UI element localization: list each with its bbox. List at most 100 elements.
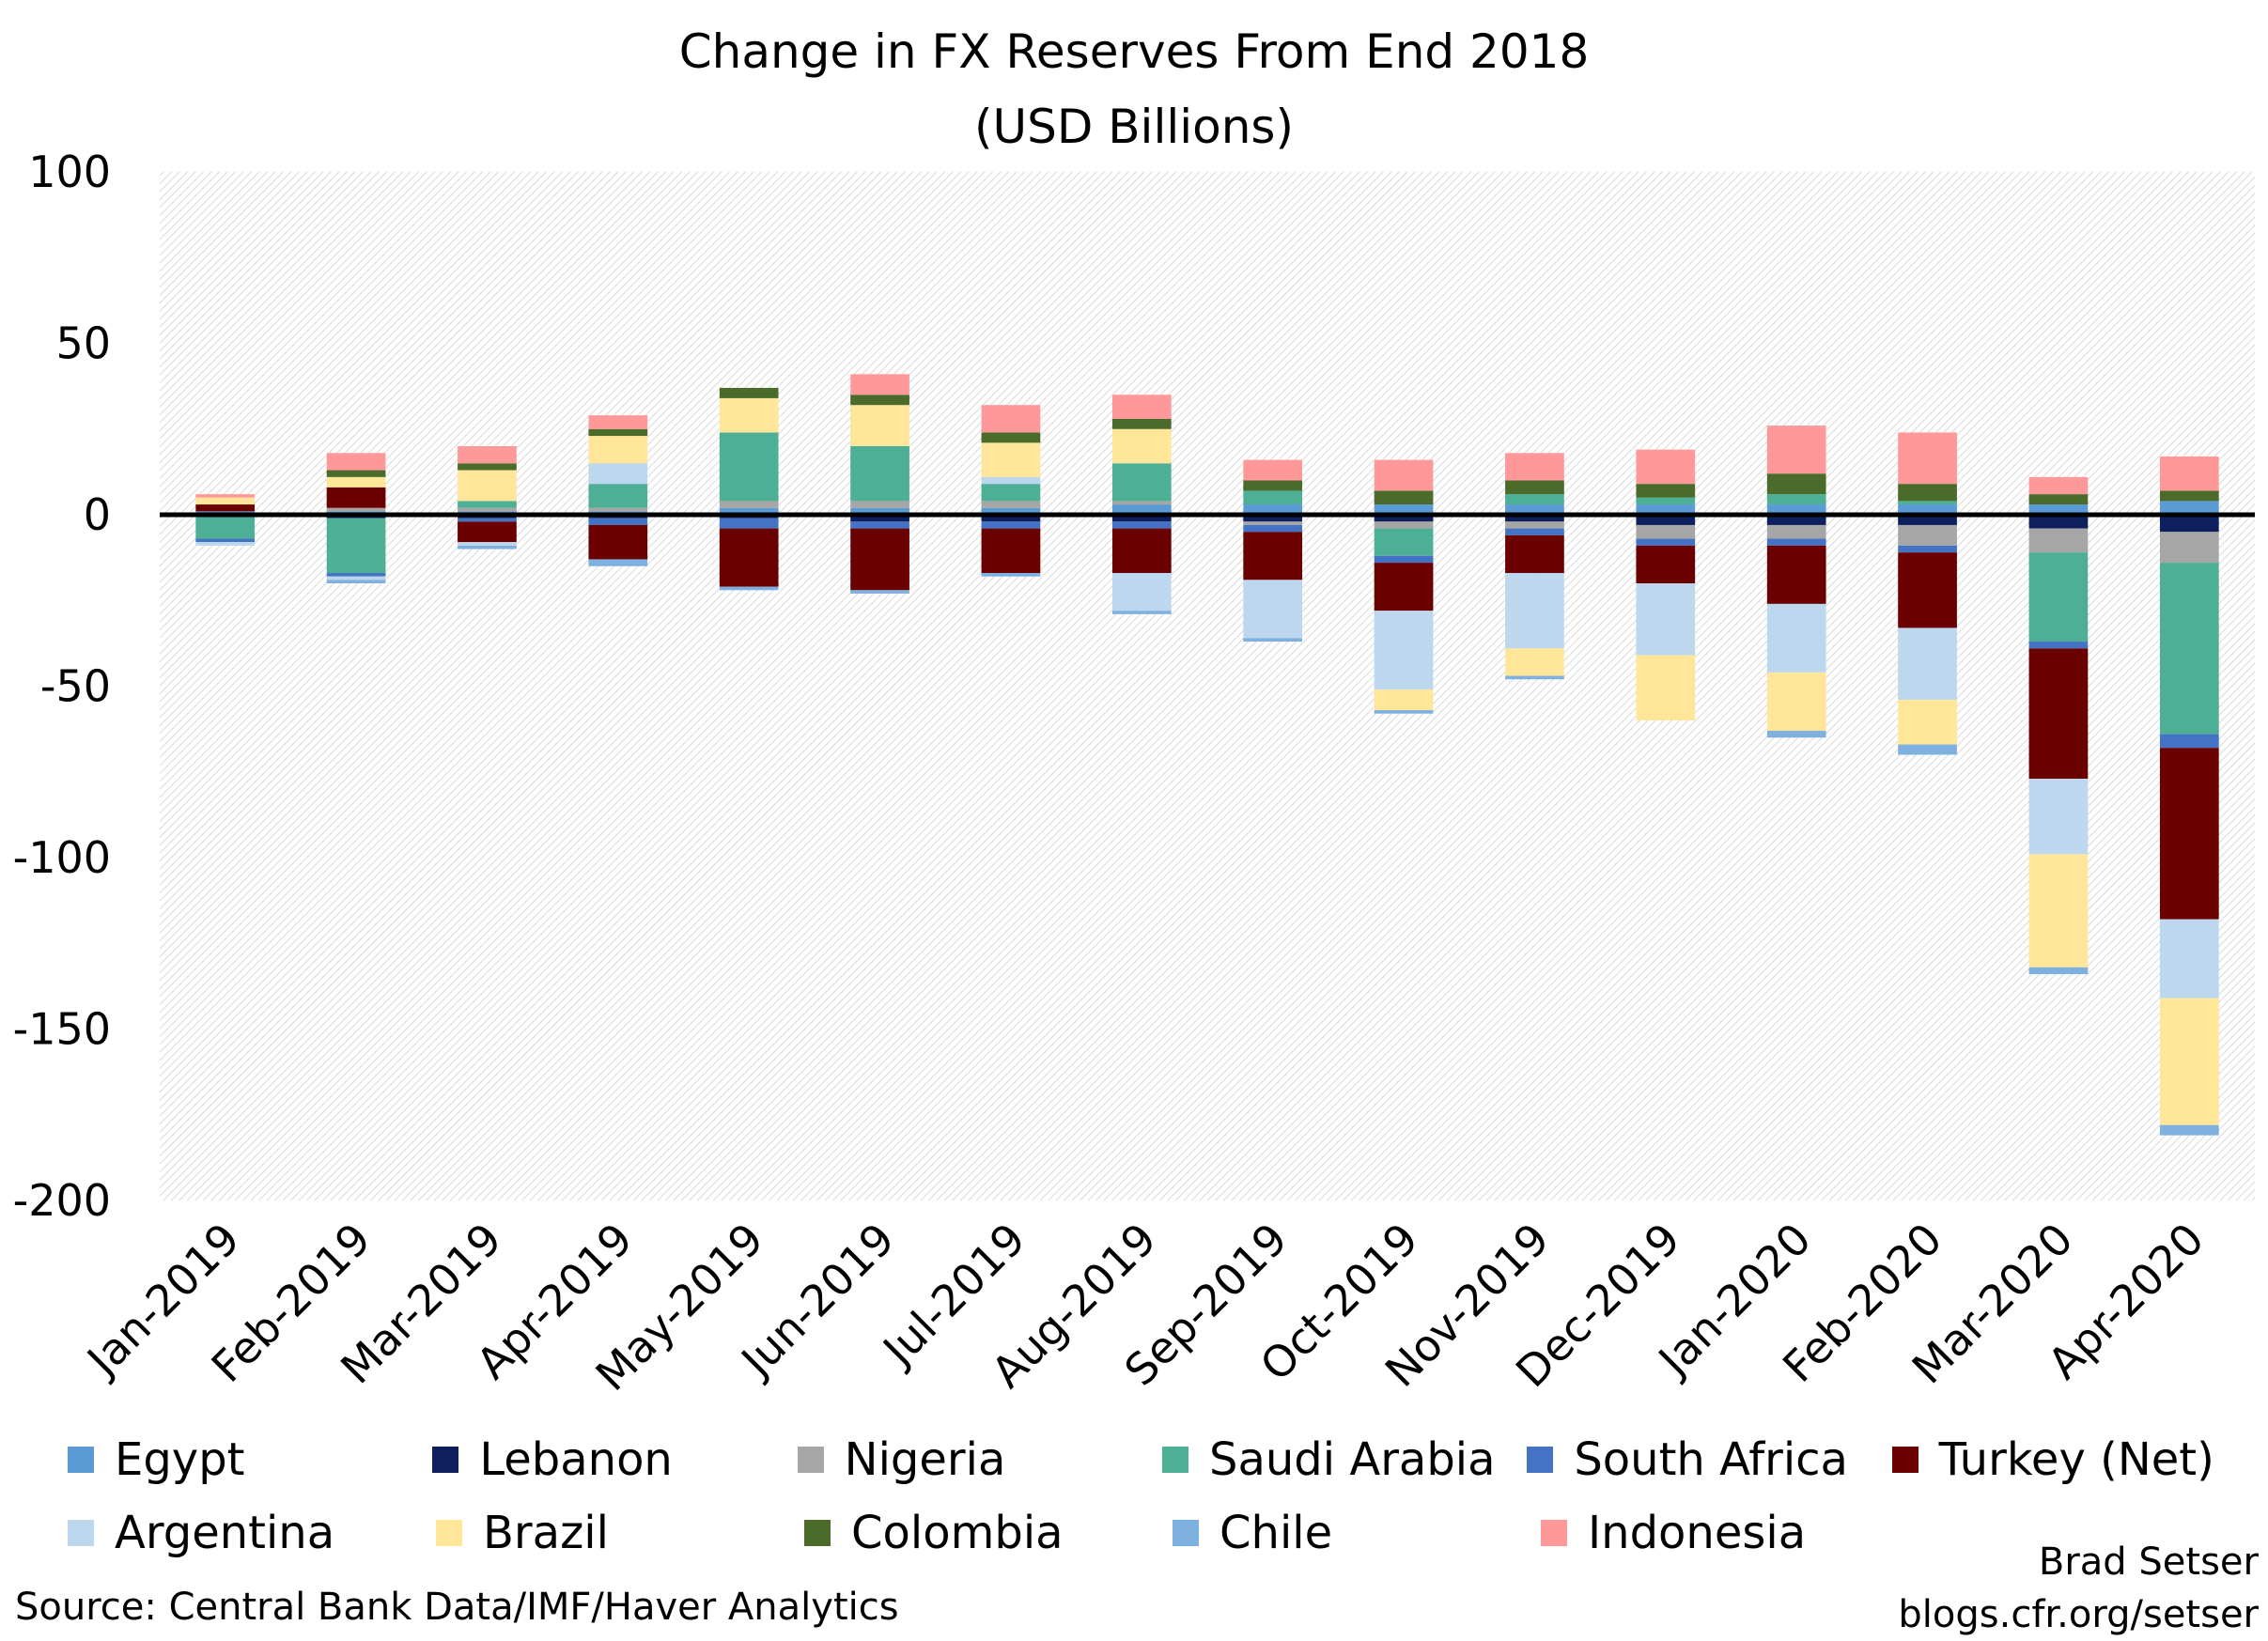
legend-swatch <box>1527 1447 1554 1473</box>
legend-swatch <box>1891 1447 1918 1473</box>
y-tick-label: 100 <box>28 147 111 197</box>
bar-segment <box>195 497 256 505</box>
legend-swatch <box>68 1520 94 1546</box>
bar-segment <box>1111 521 1172 529</box>
bar-segment <box>1374 515 1434 522</box>
bar-segment <box>588 436 648 464</box>
bar-segment <box>195 494 256 498</box>
legend-label: Chile <box>1219 1507 1333 1559</box>
bar-segment <box>981 484 1041 502</box>
bar-segment <box>981 521 1041 529</box>
bar-segment <box>1111 395 1172 419</box>
bar-segment <box>2028 642 2089 649</box>
legend-label: Brazil <box>483 1507 609 1559</box>
bar-segment <box>1505 528 1564 535</box>
bar-segment <box>458 470 517 502</box>
legend-label: Colombia <box>851 1507 1064 1559</box>
bar-segment <box>1111 573 1172 612</box>
legend-label: Egypt <box>115 1433 245 1486</box>
bar-segment <box>326 487 386 508</box>
bar-segment <box>850 501 909 508</box>
bar-segment <box>1766 494 1826 505</box>
bar-segment <box>2159 998 2219 1125</box>
bar-segment <box>458 501 517 508</box>
bar-segment <box>1374 555 1434 564</box>
bar-segment <box>1636 655 1696 720</box>
bar-segment <box>1898 524 1957 546</box>
bar-segment <box>326 470 386 477</box>
bar-segment <box>981 501 1041 508</box>
bar-segment <box>850 515 909 522</box>
legend-item: South Africa <box>1527 1433 1891 1486</box>
y-tick-label: 50 <box>55 318 111 369</box>
bar-segment <box>1898 700 1957 745</box>
bar-segment <box>2028 854 2089 968</box>
bar-segment <box>1243 521 1303 525</box>
bar-segment <box>1374 504 1434 515</box>
bar-segment <box>850 507 909 515</box>
bar-segment <box>719 501 779 508</box>
bar-segment <box>1898 552 1957 628</box>
bar-segment <box>1374 710 1434 714</box>
bar-segment <box>981 507 1041 515</box>
bar-segment <box>195 504 256 512</box>
bar-segment <box>2028 494 2089 505</box>
bar-segment <box>719 586 779 591</box>
bar-segment <box>850 395 909 406</box>
bar-segment <box>981 573 1041 577</box>
bar-segment <box>1636 449 1696 485</box>
bar-segment <box>1766 515 1826 525</box>
legend-swatch <box>1541 1520 1567 1546</box>
bar-segment <box>2159 456 2219 491</box>
bar-segment <box>2159 748 2219 920</box>
bar-segment <box>1898 484 1957 502</box>
bar-segment <box>195 538 256 543</box>
bar-segment <box>1374 611 1434 690</box>
bar-segment <box>1766 545 1826 604</box>
bar-segment <box>1636 497 1696 505</box>
bar-segment <box>1243 532 1303 581</box>
bar-segment <box>2159 563 2219 735</box>
bar-segment <box>1898 627 1957 701</box>
bar-segment <box>2159 734 2219 749</box>
bar-segment <box>1505 504 1564 515</box>
bar-segment <box>326 518 386 574</box>
bar-segment <box>850 446 909 502</box>
legend-label: Turkey (Net) <box>1938 1433 2214 1486</box>
legend-item: Argentina <box>68 1507 436 1559</box>
bar-segment <box>1898 501 1957 505</box>
bar-segment <box>1898 515 1957 525</box>
y-tick-label: -150 <box>13 1004 111 1055</box>
bar-segment <box>2028 515 2089 529</box>
bar-segment <box>458 545 517 550</box>
legend-item: Indonesia <box>1541 1507 1909 1559</box>
bar-segment <box>1636 484 1696 498</box>
legend-item: Nigeria <box>797 1433 1162 1486</box>
bar-segment <box>1766 426 1826 474</box>
bar-segment <box>1766 538 1826 546</box>
bar-segment <box>1243 459 1303 481</box>
credit: Brad Setser blogs.cfr.org/setser <box>1898 1536 2259 1641</box>
bar-segment <box>1374 459 1434 491</box>
legend-label: South Africa <box>1574 1433 1848 1486</box>
bar-segments <box>195 374 2219 1136</box>
bar-segment <box>1243 580 1303 639</box>
legend-swatch <box>1173 1520 1199 1546</box>
legend-swatch <box>797 1447 824 1473</box>
legend-swatch <box>804 1520 831 1546</box>
bar-segment <box>1374 490 1434 505</box>
bar-segment <box>2028 967 2089 975</box>
bar-segment <box>1243 515 1303 522</box>
bar-segment <box>458 521 517 543</box>
bar-segment <box>1243 480 1303 491</box>
bar-segment <box>2159 490 2219 502</box>
bar-segment <box>981 515 1041 522</box>
bar-segment <box>1766 730 1826 738</box>
bar-segment <box>981 442 1041 477</box>
bar-segment <box>1636 538 1696 546</box>
chart-title: Change in FX Reserves From End 2018 <box>679 24 1590 79</box>
y-axis-ticks: 100 50 0 -50 -100 -150 -200 <box>13 147 111 1226</box>
legend-item: Lebanon <box>432 1433 797 1486</box>
chart-subtitle: (USD Billions) <box>974 100 1294 154</box>
bar-segment <box>719 507 779 515</box>
